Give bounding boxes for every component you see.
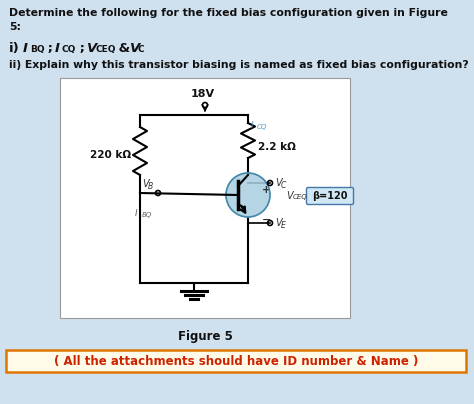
Text: ;: ; [43,42,53,55]
Text: ii) Explain why this transistor biasing is named as fixed bias configuration?: ii) Explain why this transistor biasing … [9,60,469,70]
Text: CEQ: CEQ [96,45,117,54]
Text: C: C [281,181,286,190]
Text: 2.2 kΩ: 2.2 kΩ [258,142,296,152]
Text: I: I [135,209,137,218]
Text: CQ: CQ [257,124,267,130]
Text: I: I [23,42,28,55]
Text: E: E [281,221,286,230]
Bar [60,78,350,318]
Text: CEQ: CEQ [293,194,308,200]
Text: β=120: β=120 [312,191,348,201]
Text: 220 kΩ: 220 kΩ [90,150,131,160]
Text: i): i) [9,42,20,55]
Text: 18V: 18V [191,89,215,99]
Text: V: V [130,42,140,55]
Text: BQ: BQ [30,45,45,54]
Text: Determine the following for the fixed bias configuration given in Figure: Determine the following for the fixed bi… [9,8,448,18]
Text: BQ: BQ [142,212,152,218]
Text: V: V [87,42,97,55]
Text: V: V [275,178,282,188]
Text: B: B [148,182,153,191]
Text: ( All the attachments should have ID number & Name ): ( All the attachments should have ID num… [54,354,418,368]
Text: &: & [114,42,130,55]
Text: V: V [142,179,149,189]
Text: V: V [286,191,292,201]
Text: 5:: 5: [9,22,21,32]
Text: −: − [262,215,272,225]
FancyBboxPatch shape [6,350,466,372]
Text: V: V [275,218,282,228]
Text: ;: ; [75,42,85,55]
Text: I: I [251,121,254,130]
Text: I: I [55,42,60,55]
Text: Figure 5: Figure 5 [178,330,232,343]
FancyBboxPatch shape [307,187,354,204]
Text: C: C [138,45,145,54]
Text: +: + [262,185,271,195]
Circle shape [226,173,270,217]
Text: CQ: CQ [62,45,76,54]
